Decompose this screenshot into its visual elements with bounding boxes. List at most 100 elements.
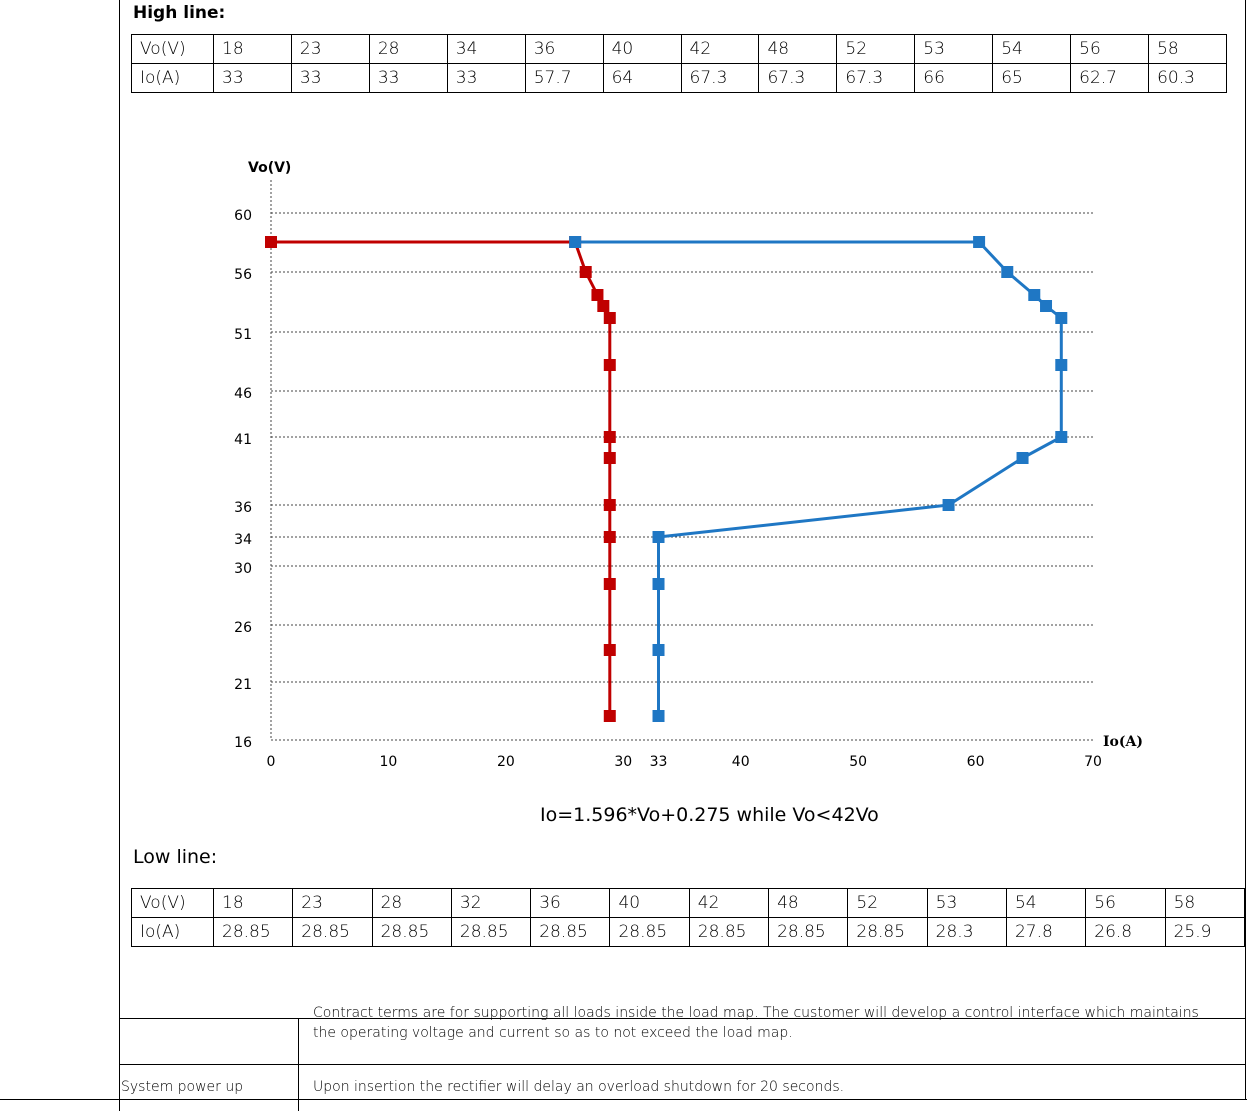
formula-text: Io=1.596*Vo+0.275 while Vo<42Vo [540,804,879,826]
data-point [603,452,616,464]
x-tick-label: 30 [614,754,632,770]
high-line-table: Vo(V) 18 23 28 34 36 40 42 48 52 53 54 56 58 Io(A) 33 33… [131,34,1227,93]
table-cell: 27.8 [1005,917,1087,947]
table-cell: 33 [368,63,448,93]
data-point [603,644,616,656]
bottom-divider [0,1099,1247,1100]
y-tick-label: 46 [234,386,252,402]
data-point [652,644,665,656]
table-cell: 25.9 [1164,917,1246,947]
high-line-heading: High line: [133,3,226,23]
table-cell: 65 [992,63,1072,93]
contract-terms-note: Contract terms are for supporting all lo… [313,1005,1199,1041]
data-point [603,578,616,590]
data-point [603,312,616,324]
table-cell: 33 [290,63,370,93]
table-cell: 64 [602,63,682,93]
x-tick-label: 70 [1084,754,1102,770]
table-row: Vo(V) 18 23 28 34 36 40 42 48 52 53 54 56 58 [131,34,1227,64]
data-point [569,236,582,248]
y-tick-label: 34 [234,532,252,548]
data-point [1028,289,1041,301]
data-point [1040,300,1053,312]
table-cell: 28.85 [609,917,690,947]
table-cell: 48 [758,34,838,64]
data-point [1001,266,1014,278]
load-map-chart: 16 21 26 30 34 36 41 46 51 56 60 0 10 20 30 33 40 50 60 70 V… [234,160,1143,770]
table-cell: 48 [768,888,849,918]
table-cell: 23 [292,888,373,918]
table-cell: 34 [446,34,526,64]
table-cell: 57.7 [524,63,604,93]
data-point [973,236,986,248]
data-point [265,236,277,248]
table-cell: 67.3 [680,63,760,93]
x-tick-label: 60 [967,754,985,770]
y-tick-label: 36 [234,500,252,516]
x-tick-label: 40 [732,754,750,770]
y-tick-label: 30 [234,561,252,577]
row-label: Io(A) [131,63,214,93]
data-point [1055,431,1068,443]
low-line-heading: Low line: [133,846,218,868]
low-line-table: Vo(V) 18 23 28 32 36 40 42 48 52 53 54 56 58 Io(A) 28.8… [131,888,1246,947]
table-cell: 53 [926,888,1007,918]
series-line [271,240,612,716]
table-cell: 54 [1005,888,1087,918]
table-row: Io(A) 28.85 28.85 28.85 28.85 28.85 28.85 28.85… [131,917,1246,947]
table-cell: 67.3 [758,63,838,93]
y-tick-label: 41 [234,432,252,448]
table-cell: 33 [446,63,526,93]
frame-right-line [1245,0,1246,1099]
table-cell: 53 [914,34,994,64]
y-tick-label: 56 [234,267,252,283]
table-cell: 66 [914,63,994,93]
table-cell: 28.85 [768,917,849,947]
notes-column-divider-top [298,1018,299,1064]
y-tick-label: 26 [234,620,252,636]
y-tick-label: 60 [234,208,252,224]
table-cell: 33 [213,63,292,93]
data-point [603,499,616,511]
data-point [579,266,592,278]
table-row: Vo(V) 18 23 28 32 36 40 42 48 52 53 54 56 58 [131,888,1246,918]
series-line [575,240,1063,716]
table-cell: 28.85 [450,917,532,947]
system-power-up-text: Upon insertion the rectifier will delay … [313,1079,845,1095]
table-cell: 67.3 [836,63,916,93]
table-cell: 28.85 [688,917,770,947]
data-point [652,578,665,590]
row-label: Vo(V) [131,34,214,64]
table-cell: 18 [212,888,294,918]
x-tick-label: 0 [267,754,276,770]
data-point [603,431,616,443]
y-tick-label: 16 [234,735,252,751]
table-cell: 23 [290,34,370,64]
data-point [603,531,616,543]
table-cell: 28.85 [292,917,373,947]
data-point [652,710,665,722]
table-cell: 58 [1148,34,1227,64]
x-tick-label: 50 [849,754,867,770]
data-point [1016,452,1029,464]
table-cell: 36 [530,888,611,918]
table-cell: 58 [1164,888,1246,918]
notes-row-divider [119,1064,1246,1065]
x-tick-label: 10 [380,754,398,770]
y-tick-label: 21 [234,677,252,693]
x-tick-label: 33 [650,754,668,770]
y-tick-label: 51 [234,327,252,343]
data-point [603,710,616,722]
data-point [942,499,955,511]
data-point [1055,312,1068,324]
table-row: Io(A) 33 33 33 33 57.7 64 67.3 67.3 67.3 66 65 62.7 6… [131,63,1227,93]
section-divider [119,1018,1246,1019]
y-axis-label: Vo(V) [248,160,291,176]
table-cell: 52 [836,34,916,64]
table-cell: 60.3 [1148,63,1227,93]
table-cell: 42 [680,34,760,64]
table-cell: 56 [1085,888,1166,918]
table-cell: 62.7 [1070,63,1150,93]
data-point [603,359,616,371]
system-power-up-label: System power up [121,1079,244,1095]
